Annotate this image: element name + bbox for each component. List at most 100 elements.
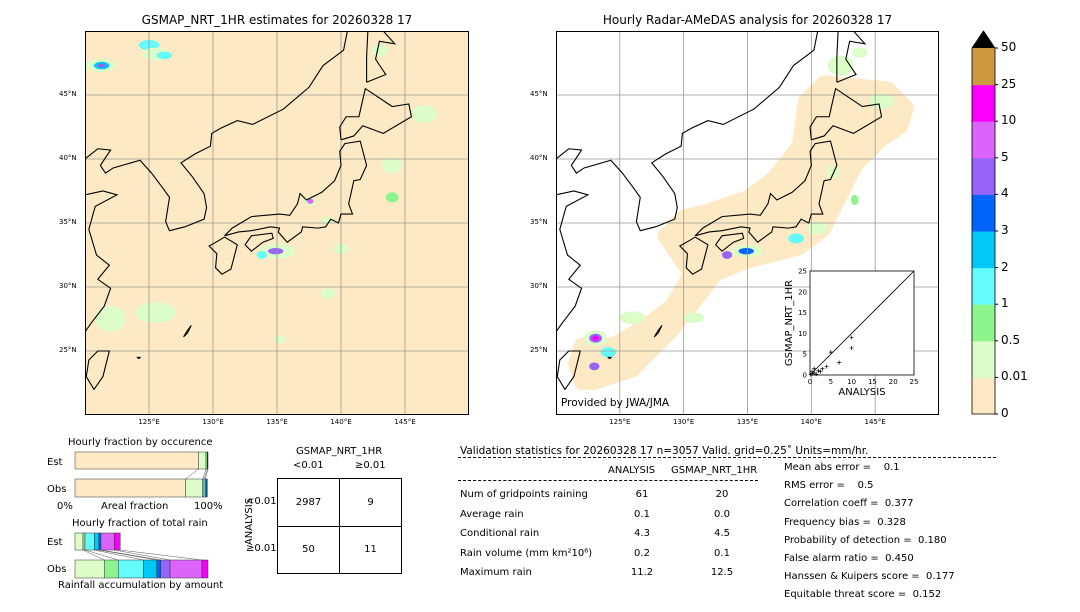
rain-patch — [381, 157, 403, 174]
bar-segment — [201, 559, 209, 579]
x-tick-label: 25 — [910, 378, 919, 386]
occurrence-obs-label: Obs — [47, 484, 67, 495]
scatter-point — [812, 366, 817, 371]
coastline — [224, 140, 368, 243]
contingency-table: 2987 9 50 11 — [277, 478, 402, 574]
coastline — [836, 31, 867, 83]
coastline — [678, 236, 709, 275]
connector-line — [120, 549, 203, 561]
cell-a: 2987 — [295, 497, 322, 508]
rain-patch — [589, 362, 600, 371]
coastline — [366, 31, 397, 83]
cell-c: 50 — [302, 544, 315, 555]
scatter-point — [849, 345, 854, 350]
connector-line — [84, 549, 119, 561]
rain-patch — [852, 47, 868, 58]
coastline — [556, 31, 819, 232]
rain-patch — [600, 347, 617, 358]
colorbar-label: 0 — [1001, 406, 1009, 420]
lat-tick-label: 25°N — [530, 346, 548, 354]
x-axis-label: ANALYSIS — [838, 387, 885, 398]
colorbar-segment — [972, 267, 995, 305]
stat-gsmap-value: 0.1 — [714, 547, 730, 559]
lon-tick-label: 130°E — [202, 418, 224, 426]
occurrence-bars — [74, 451, 209, 498]
col-analysis: ANALYSIS — [608, 465, 656, 476]
map-frame — [556, 31, 939, 415]
bar-segment — [84, 532, 95, 551]
rain-patch — [592, 335, 599, 341]
score-line: Frequency bias = 0.328 — [784, 516, 906, 528]
total-rain-bars — [74, 532, 209, 579]
connector-line — [100, 549, 161, 561]
bar-segment — [185, 478, 203, 498]
credit-text: Provided by JWA/JMA — [561, 397, 670, 409]
occurrence-est-label: Est — [47, 457, 63, 468]
stat-gsmap-value: 0.0 — [714, 508, 730, 520]
cell-b: 9 — [367, 497, 374, 508]
scatter-point — [818, 369, 823, 374]
lat-tick-label: 25°N — [59, 346, 77, 354]
coastline — [208, 236, 238, 275]
scatter-point — [837, 360, 842, 365]
rain-patch — [307, 198, 314, 204]
bar-segment — [74, 532, 84, 551]
contingency-title: GSMAP_NRT_1HR — [296, 446, 383, 457]
coastline — [607, 356, 613, 360]
lon-tick-label: 140°E — [330, 418, 352, 426]
rain-patch — [868, 93, 895, 110]
colorbar-label: 10 — [1001, 113, 1017, 128]
lon-tick-label: 135°E — [736, 418, 759, 426]
scatter-point — [849, 335, 854, 340]
contingency-row-1: ≥0.01 — [246, 543, 277, 554]
connector-line — [94, 549, 144, 561]
lat-tick-label: 40°N — [530, 154, 548, 162]
bar-segment — [74, 478, 186, 498]
colorbar-label: 0.01 — [1001, 369, 1028, 384]
total-rain-est-label: Est — [47, 537, 63, 548]
bar-segment — [74, 451, 199, 470]
colorbar-label: 2 — [1001, 259, 1009, 274]
stat-analysis-value: 11.2 — [630, 567, 654, 578]
rain-patch — [321, 216, 335, 225]
lon-tick-label: 135°E — [266, 418, 288, 426]
colorbar-segment — [972, 304, 995, 342]
bar-segment — [100, 532, 115, 551]
coastline — [653, 325, 663, 338]
occurrence-xmax: 100% — [194, 501, 223, 512]
colorbar-label: 1 — [1001, 296, 1009, 311]
bar-segment — [98, 532, 102, 551]
y-axis-label: GSMAP_NRT_1HR — [784, 280, 795, 366]
lat-tick-label: 35°N — [530, 218, 548, 226]
x-tick-label: 20 — [889, 378, 898, 386]
stat-row-label: Rain volume (mm km²10⁶) — [460, 547, 593, 559]
coastline — [85, 190, 119, 333]
stat-analysis-value: 4.3 — [634, 528, 650, 539]
connector-line — [203, 468, 208, 480]
score-line: RMS error = 0.5 — [784, 480, 874, 492]
lat-tick-label: 30°N — [530, 282, 548, 290]
contingency-col-1: ≥0.01 — [355, 460, 386, 471]
scatter-point — [820, 366, 825, 371]
lon-tick-label: 130°E — [673, 418, 695, 426]
coastline — [694, 140, 838, 243]
bar-segment — [82, 532, 86, 551]
colorbar-segment — [972, 121, 995, 159]
map-frame — [85, 31, 469, 415]
occurrence-xlabel: Areal fraction — [101, 501, 169, 512]
stat-analysis-value: 61 — [635, 489, 649, 500]
total-rain-title: Hourly fraction of total rain — [72, 518, 208, 529]
lon-tick-label: 145°E — [394, 418, 416, 426]
coastline — [556, 190, 590, 333]
scatter-point — [828, 350, 833, 355]
rain-patch — [320, 288, 336, 299]
scatter-point — [814, 372, 819, 377]
colorbar-segment — [972, 84, 995, 122]
colorbar-label: 0.5 — [1001, 332, 1021, 347]
cell-d: 11 — [364, 544, 377, 555]
bar-segment — [198, 451, 207, 470]
coastline — [339, 87, 413, 141]
colorbar-label: 4 — [1001, 186, 1009, 201]
x-tick-label: 0 — [808, 378, 812, 386]
rain-patch — [683, 312, 705, 323]
